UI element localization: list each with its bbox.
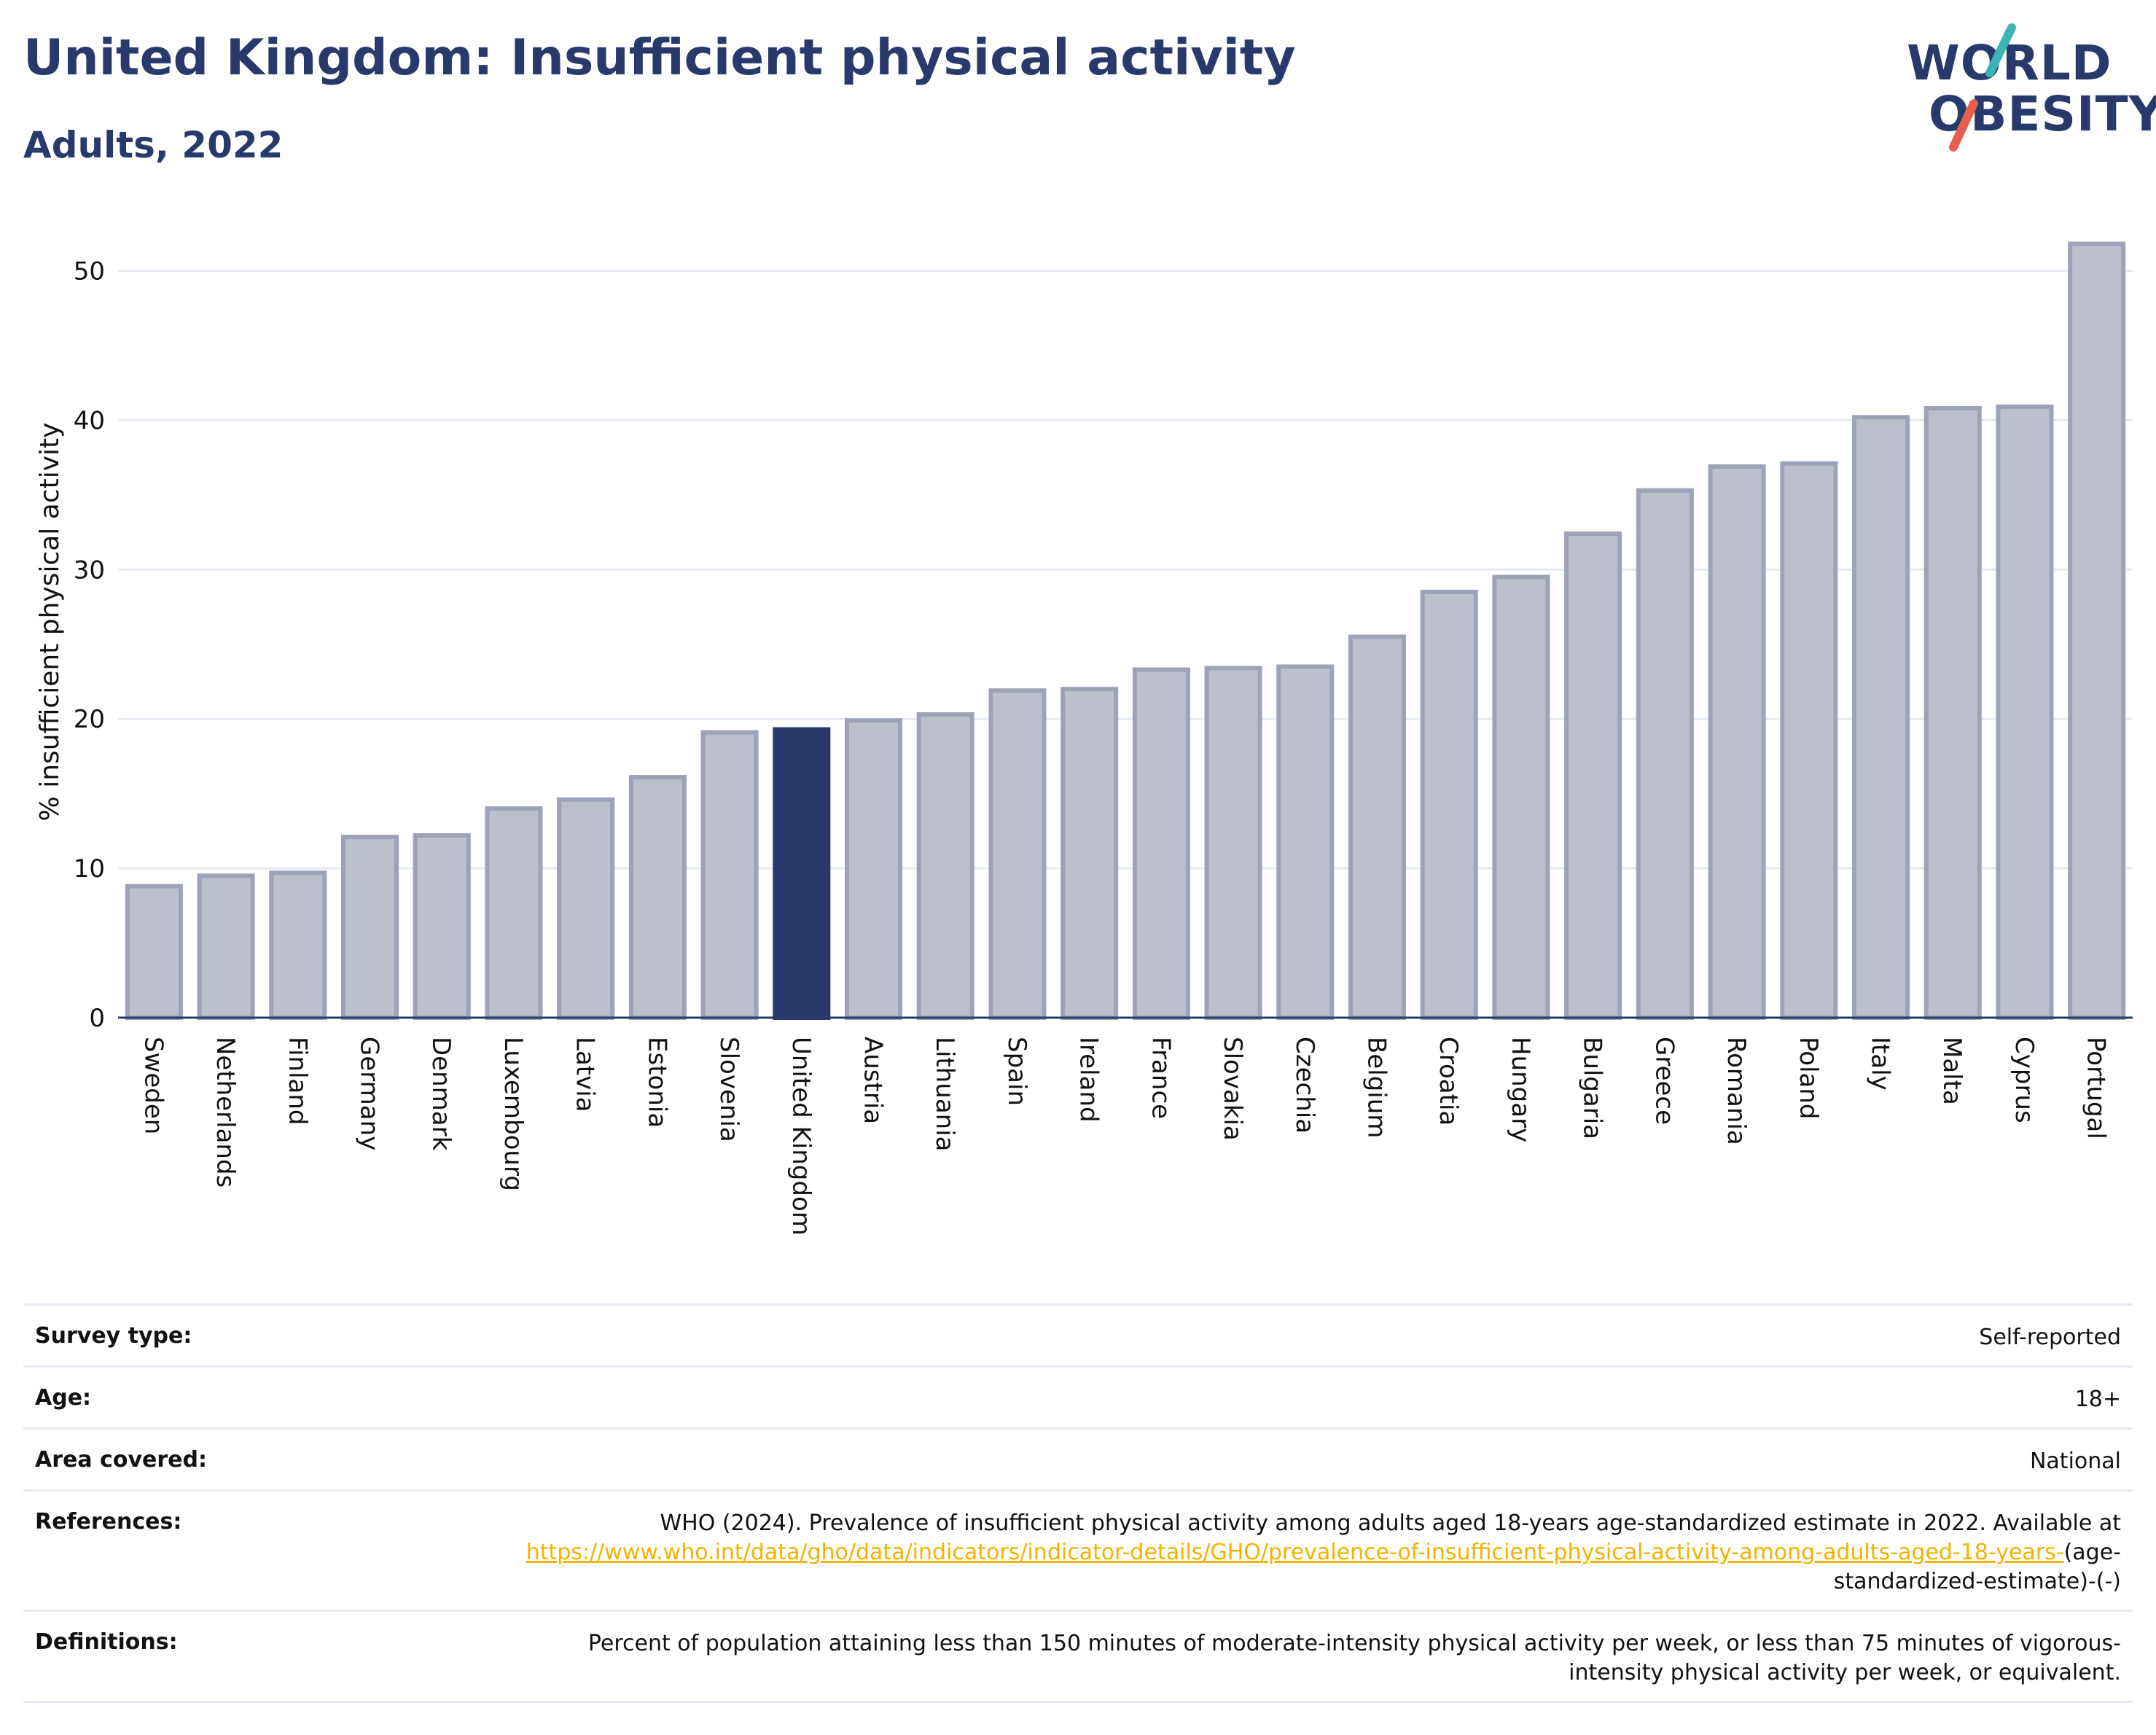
definitions-label: Definitions: — [35, 1629, 178, 1655]
bar-lithuania — [916, 712, 975, 1020]
page-subtitle: Adults, 2022 — [23, 124, 284, 166]
y-tick-labels: 0 10 20 30 40 50 — [74, 257, 105, 1033]
x-tick-label: Austria — [859, 1037, 888, 1124]
references-suffix: (age-standardized-estimate)-(-) — [1833, 1540, 2121, 1594]
y-tick-label: 50 — [74, 257, 105, 286]
x-tick-label: Hungary — [1506, 1037, 1535, 1142]
y-tick-label: 30 — [74, 555, 105, 585]
bar-romania — [1708, 464, 1766, 1020]
bar-portugal — [2068, 241, 2126, 1021]
x-tick-label: Romania — [1722, 1037, 1751, 1145]
bar-finland — [269, 870, 327, 1020]
x-tick-label: Croatia — [1434, 1037, 1463, 1126]
bar-germany — [340, 835, 399, 1020]
bar-slovakia — [1204, 666, 1262, 1020]
bar-malta — [1923, 405, 1982, 1020]
bar-bulgaria — [1564, 531, 1622, 1020]
x-tick-labels: Sweden Netherlands Finland Germany Denmark Lu… — [138, 1037, 2110, 1236]
x-tick-label: Germany — [355, 1037, 384, 1150]
references-label: References: — [35, 1509, 182, 1535]
x-tick-label: France — [1146, 1037, 1175, 1119]
x-tick-label: Poland — [1794, 1037, 1823, 1120]
bar-austria — [844, 718, 903, 1020]
bar-estonia — [628, 775, 687, 1020]
x-tick-label: Slovakia — [1218, 1037, 1247, 1141]
bar-belgium — [1348, 634, 1407, 1020]
metadata-table: Survey type: Self-reported Age: 18+ Area… — [23, 1303, 2133, 1703]
bars — [125, 241, 2126, 1021]
bar-chart: 0 10 20 30 40 50 Sweden Netherlands Finland Germ… — [35, 241, 2133, 1236]
area-label: Area covered: — [35, 1447, 207, 1473]
bar-croatia — [1420, 590, 1478, 1020]
bar-france — [1132, 667, 1190, 1020]
survey-type-value: Self-reported — [1979, 1325, 2121, 1350]
x-tick-label: Spain — [1002, 1037, 1031, 1106]
y-tick-label: 0 — [89, 1004, 105, 1033]
page-title: United Kingdom: Insufficient physical ac… — [23, 29, 1296, 87]
area-value: National — [2029, 1449, 2121, 1474]
world-obesity-logo: WORLD OBESITY — [1902, 22, 2156, 153]
x-tick-label: Lithuania — [930, 1037, 959, 1151]
meta-row-area: Area covered: National — [23, 1427, 2133, 1489]
logo-line-1: WORLD — [1907, 35, 2112, 91]
x-tick-label: Greece — [1649, 1037, 1679, 1125]
meta-row-definitions: Definitions: Percent of population attai… — [23, 1610, 2133, 1703]
bar-latvia — [557, 797, 615, 1020]
bar-sweden — [125, 884, 183, 1021]
y-tick-label: 20 — [74, 705, 105, 734]
bar-cyprus — [1996, 404, 2054, 1020]
bar-united-kingdom — [773, 727, 831, 1021]
survey-type-label: Survey type: — [35, 1323, 192, 1349]
references-value: WHO (2024). Prevalence of insufficient p… — [517, 1509, 2121, 1596]
bar-ireland — [1061, 687, 1119, 1020]
x-tick-label: Luxembourg — [499, 1037, 528, 1191]
x-tick-label: Sweden — [138, 1037, 168, 1134]
x-tick-label: Bulgaria — [1578, 1037, 1607, 1139]
bar-denmark — [413, 833, 471, 1020]
x-tick-label: Portugal — [2082, 1037, 2111, 1139]
age-value: 18+ — [2074, 1387, 2121, 1412]
meta-row-survey-type: Survey type: Self-reported — [23, 1303, 2133, 1365]
x-tick-label: United Kingdom — [786, 1037, 816, 1236]
x-tick-label: Estonia — [642, 1037, 671, 1128]
bar-hungary — [1492, 574, 1550, 1020]
x-tick-label: Latvia — [571, 1037, 600, 1112]
x-tick-label: Netherlands — [211, 1037, 240, 1188]
x-tick-label: Denmark — [426, 1037, 456, 1151]
bar-spain — [988, 688, 1047, 1020]
age-label: Age: — [35, 1385, 92, 1411]
x-tick-label: Slovenia — [714, 1037, 743, 1142]
references-text: WHO (2024). Prevalence of insufficient p… — [660, 1510, 2121, 1536]
x-tick-label: Cyprus — [2009, 1037, 2039, 1123]
bar-czechia — [1276, 664, 1335, 1020]
bar-slovenia — [700, 730, 759, 1020]
bar-poland — [1780, 461, 1838, 1020]
x-tick-label: Ireland — [1074, 1037, 1104, 1123]
bar-netherlands — [197, 873, 255, 1020]
x-tick-label: Italy — [1866, 1037, 1895, 1091]
x-tick-label: Finland — [283, 1037, 312, 1126]
x-tick-label: Belgium — [1362, 1037, 1391, 1138]
y-tick-label: 40 — [74, 406, 105, 435]
meta-row-references: References: WHO (2024). Prevalence of in… — [23, 1489, 2133, 1610]
references-link[interactable]: https://www.who.int/data/gho/data/indica… — [526, 1540, 2064, 1565]
y-tick-label: 10 — [74, 854, 105, 884]
x-tick-label: Czechia — [1290, 1037, 1319, 1134]
bar-italy — [1851, 415, 1910, 1020]
logo-slash-icon — [1949, 23, 2016, 152]
bar-luxembourg — [485, 806, 543, 1020]
definitions-value: Percent of population attaining less tha… — [587, 1631, 2121, 1685]
meta-row-age: Age: 18+ — [23, 1365, 2133, 1427]
x-tick-label: Malta — [1937, 1037, 1966, 1105]
bar-greece — [1636, 488, 1694, 1020]
y-axis-label: % insufficient physical activity — [35, 423, 65, 822]
